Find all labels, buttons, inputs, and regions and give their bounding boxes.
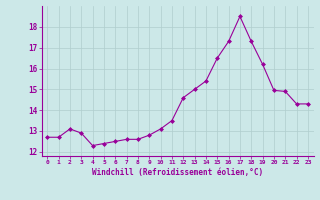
X-axis label: Windchill (Refroidissement éolien,°C): Windchill (Refroidissement éolien,°C) [92, 168, 263, 177]
